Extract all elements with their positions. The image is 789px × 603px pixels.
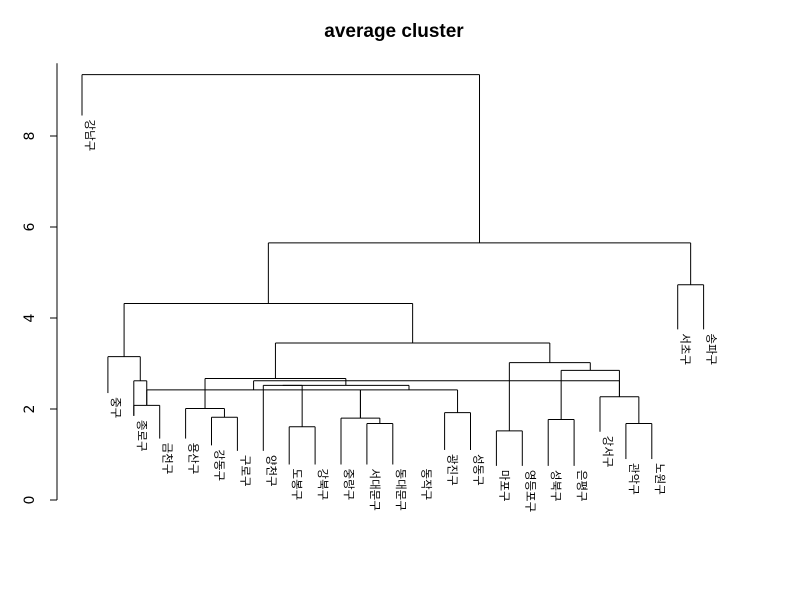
leaf-label: 성북구 (549, 470, 563, 502)
leaf-label: 도봉구 (290, 469, 304, 501)
leaf-label: 강남구 (83, 120, 97, 152)
leaf-label: 강서구 (601, 436, 615, 468)
chart-title: average cluster (324, 21, 464, 42)
leaf-label: 은평구 (575, 470, 589, 502)
y-tick-label: 6 (22, 222, 38, 231)
leaf-label: 강동구 (213, 449, 227, 481)
leaf-label: 종로구 (135, 420, 149, 452)
leaf-label: 관악구 (627, 463, 641, 495)
dendrogram-branches (81, 74, 705, 466)
leaf-label: 송파구 (705, 333, 719, 365)
y-axis: 0 2 4 6 8 (22, 63, 58, 505)
leaf-label: 노원구 (653, 463, 667, 495)
y-tick-label: 4 (22, 313, 38, 322)
y-tick-label: 8 (22, 132, 38, 141)
leaf-label: 광진구 (446, 454, 460, 486)
y-tick-label: 0 (22, 496, 38, 505)
leaf-label: 양천구 (264, 455, 278, 487)
leaf-label: 강북구 (316, 469, 330, 501)
leaf-label: 영등포구 (523, 470, 537, 512)
leaf-label: 용산구 (187, 443, 201, 475)
leaf-label: 중구 (109, 397, 123, 418)
leaf-label: 서대문구 (368, 469, 382, 511)
y-tick-label: 2 (22, 405, 38, 414)
leaf-label: 구로구 (238, 455, 252, 487)
leaf-label: 성동구 (472, 454, 486, 486)
leaf-label: 금천구 (161, 443, 175, 475)
leaf-label: 동대문구 (394, 469, 408, 511)
leaf-label: 마포구 (497, 470, 511, 502)
leaf-label: 동작구 (420, 469, 434, 501)
leaf-label: 서초구 (679, 333, 693, 365)
leaf-label: 중랑구 (342, 469, 356, 501)
